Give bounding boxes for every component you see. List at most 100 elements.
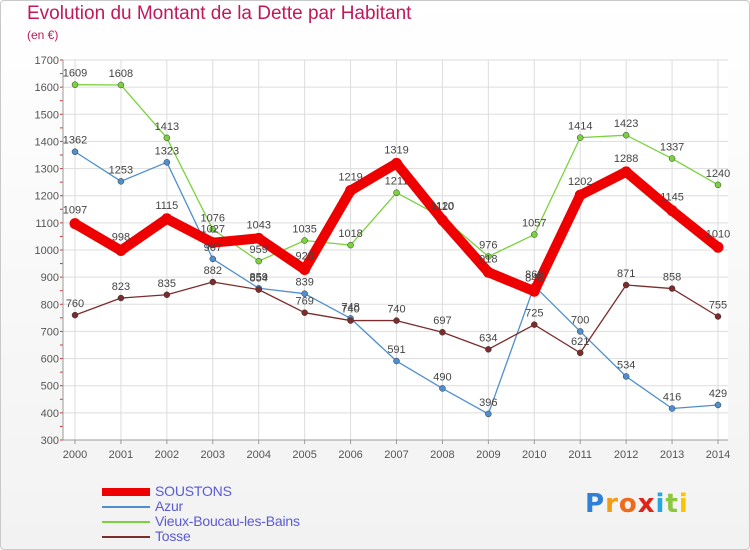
data-label-vieux-boucau-les-bains: 1120 (431, 200, 455, 212)
y-tick-label: 1400 (35, 136, 59, 148)
x-tick-label: 2004 (246, 449, 270, 461)
data-point-azur (485, 410, 492, 418)
legend-label-soustons: SOUSTONS (155, 483, 232, 499)
data-point-soustons (345, 185, 357, 197)
data-point-vieux-boucau-les-bains (117, 81, 125, 89)
data-point-soustons (161, 213, 173, 225)
logo-letter: r (605, 489, 619, 519)
data-point-soustons (436, 214, 448, 226)
data-label-vieux-boucau-les-bains: 1609 (63, 68, 87, 80)
data-point-vieux-boucau-les-bains (347, 241, 354, 249)
data-point-vieux-boucau-les-bains (485, 253, 492, 260)
x-tick-label: 2008 (430, 449, 454, 461)
data-label-tosse: 725 (525, 308, 543, 320)
data-point-vieux-boucau-les-bains (301, 237, 308, 244)
data-label-tosse: 871 (617, 268, 635, 280)
data-point-tosse (209, 278, 217, 286)
data-label-azur: 1362 (63, 135, 87, 147)
data-label-vieux-boucau-les-bains: 1608 (109, 68, 133, 80)
data-label-soustons: 1319 (384, 144, 408, 156)
data-point-azur (668, 405, 676, 412)
data-point-tosse (117, 294, 125, 302)
data-label-vieux-boucau-les-bains: 1057 (522, 218, 546, 230)
x-tick-label: 2011 (568, 449, 592, 461)
data-label-vieux-boucau-les-bains: 1211 (385, 176, 409, 188)
data-point-azur (301, 290, 308, 297)
x-tick-label: 2009 (476, 449, 500, 461)
data-label-soustons: 1219 (338, 172, 362, 184)
data-label-azur: 859 (250, 271, 268, 283)
y-tick-label: 900 (41, 272, 59, 284)
legend-swatch-azur (102, 505, 150, 508)
data-point-azur (117, 178, 125, 185)
data-point-vieux-boucau-les-bains (668, 155, 676, 162)
data-point-tosse (71, 311, 79, 319)
data-point-azur (622, 373, 630, 380)
proxiti-logo: Proxiti (585, 489, 689, 519)
x-tick-label: 2000 (63, 449, 87, 461)
y-tick-label: 1600 (35, 82, 59, 94)
data-label-tosse: 697 (433, 315, 451, 327)
legend-swatch-soustons (102, 487, 150, 496)
data-label-azur: 967 (204, 242, 222, 254)
data-label-soustons: 1043 (246, 219, 270, 231)
data-point-azur (71, 148, 79, 155)
chart-subtitle: (en €) (27, 28, 59, 42)
data-label-soustons: 1145 (660, 192, 684, 204)
logo-letter: i (678, 489, 689, 519)
data-label-tosse: 882 (204, 265, 222, 277)
data-point-azur (439, 385, 446, 392)
data-point-vieux-boucau-les-bains (576, 134, 584, 141)
data-point-azur (393, 357, 400, 365)
y-tick-label: 600 (41, 354, 59, 366)
data-point-azur (209, 255, 217, 263)
data-point-tosse (576, 349, 584, 357)
legend-label-tosse: Tosse (155, 528, 191, 544)
data-label-vieux-boucau-les-bains: 1337 (660, 142, 684, 154)
y-tick-label: 700 (41, 326, 59, 338)
data-label-tosse: 634 (479, 332, 497, 344)
y-tick-label: 1100 (35, 218, 59, 230)
x-tick-label: 2003 (201, 449, 225, 461)
data-point-vieux-boucau-les-bains (714, 181, 722, 189)
data-label-vieux-boucau-les-bains: 1035 (292, 224, 316, 236)
data-label-soustons: 1097 (63, 205, 87, 217)
data-label-tosse: 823 (112, 281, 130, 293)
data-point-azur (714, 401, 722, 409)
data-label-soustons: 1010 (706, 228, 730, 240)
x-tick-label: 2001 (109, 449, 133, 461)
data-label-tosse: 740 (341, 304, 359, 316)
x-tick-label: 2007 (384, 449, 408, 461)
data-label-vieux-boucau-les-bains: 976 (479, 240, 497, 252)
data-point-vieux-boucau-les-bains (531, 231, 538, 238)
data-point-vieux-boucau-les-bains (163, 134, 171, 142)
data-point-tosse (714, 313, 722, 320)
legend-label-vieux-boucau-les-bains: Vieux-Boucau-les-Bains (155, 513, 300, 529)
data-point-tosse (622, 281, 630, 289)
x-tick-label: 2012 (614, 449, 638, 461)
legend-swatch-vieux-boucau-les-bains (102, 520, 150, 523)
data-label-soustons: 928 (295, 251, 313, 263)
data-label-soustons: 998 (112, 232, 130, 244)
data-label-soustons: 848 (525, 272, 543, 284)
data-point-vieux-boucau-les-bains (209, 226, 217, 233)
y-tick-label: 1700 (35, 55, 59, 67)
logo-letter: P (585, 489, 606, 519)
y-tick-label: 1000 (35, 245, 59, 257)
y-tick-label: 1500 (35, 109, 59, 121)
data-point-soustons (69, 218, 81, 230)
data-point-vieux-boucau-les-bains (393, 189, 400, 196)
data-label-azur: 396 (479, 397, 497, 409)
data-point-soustons (620, 166, 632, 178)
x-tick-label: 2010 (522, 449, 546, 461)
logo-letter: t (665, 489, 679, 519)
data-label-soustons: 1027 (201, 224, 225, 236)
data-label-tosse: 769 (295, 296, 313, 308)
data-label-azur: 868 (525, 269, 543, 281)
data-point-soustons (666, 205, 678, 217)
legend-swatch-tosse (102, 535, 150, 538)
data-point-soustons (482, 266, 494, 278)
chart-title: Evolution du Montant de la Dette par Hab… (27, 3, 412, 24)
data-label-vieux-boucau-les-bains: 1423 (614, 118, 638, 130)
